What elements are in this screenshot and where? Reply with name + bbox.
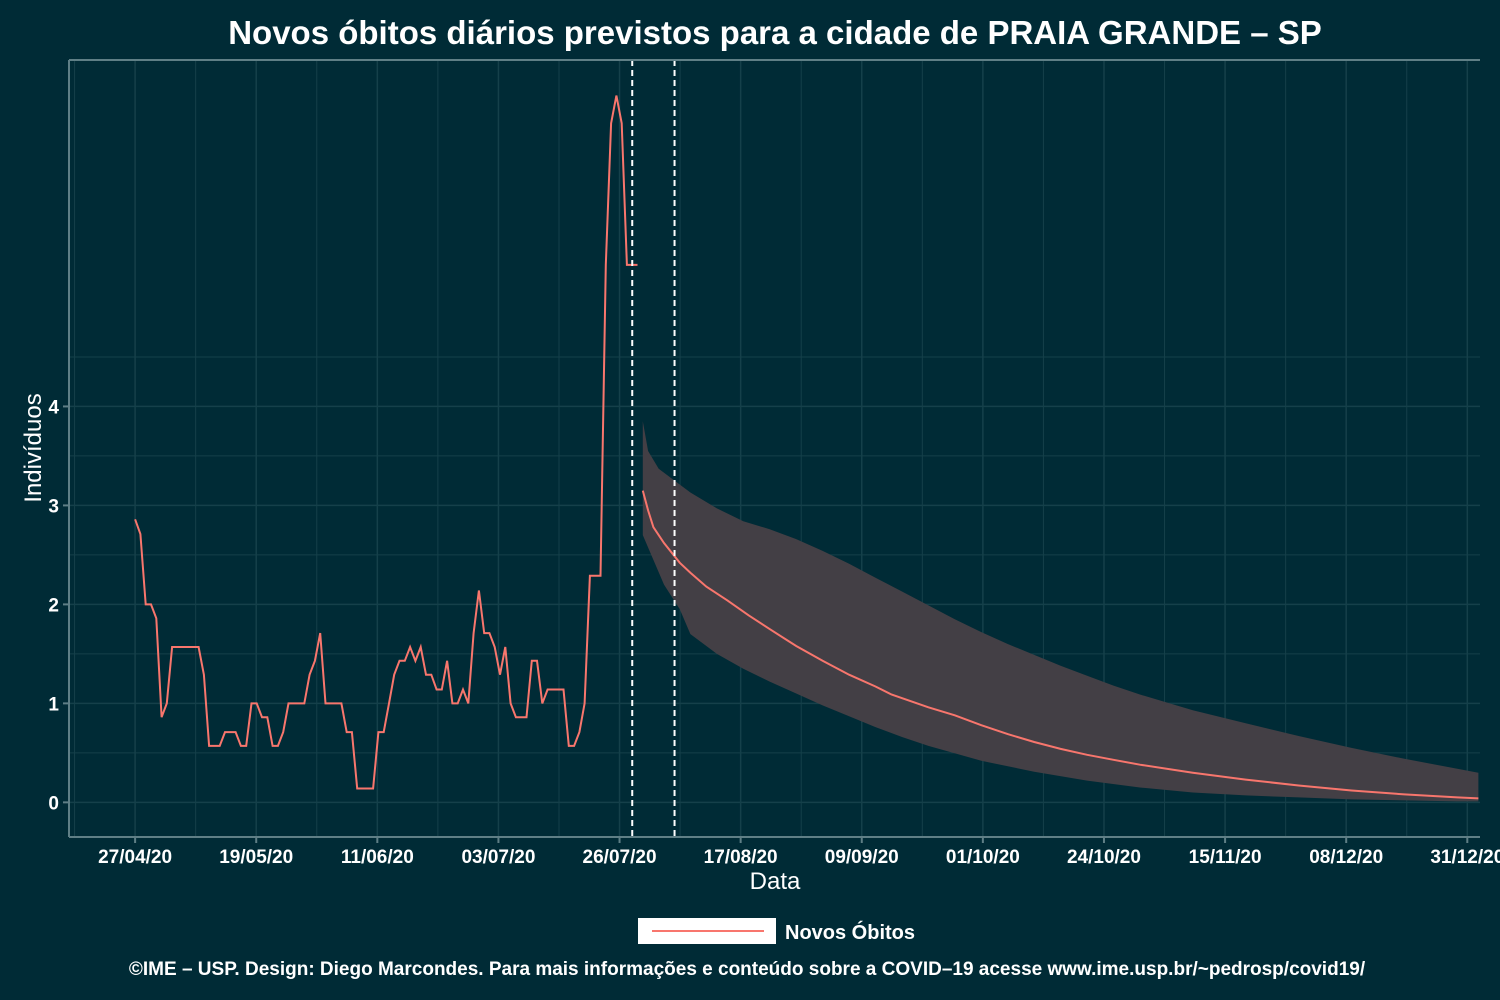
x-axis-title: Data (750, 868, 801, 895)
y-tick-label: 3 (48, 496, 59, 517)
plot-panel (69, 60, 1480, 837)
x-tick-label: 24/10/20 (1067, 847, 1141, 868)
forecast-band (642, 421, 1479, 802)
grid-lines (69, 60, 1480, 837)
y-axis-title: Indivíduos (20, 393, 47, 502)
x-tick-label: 27/04/20 (98, 847, 172, 868)
legend-label: Novos Óbitos (785, 920, 915, 944)
x-tick-label: 26/07/20 (583, 847, 657, 868)
x-tick-label: 31/12/20 (1430, 847, 1500, 868)
series-line-forecast (641, 490, 1479, 800)
series-layer (134, 95, 1479, 800)
x-tick-label: 08/12/20 (1309, 847, 1383, 868)
y-tick-labels: 0 1 2 3 4 (48, 397, 59, 814)
x-tick-labels: 27/04/20 19/05/20 11/06/20 03/07/20 26/07/20… (98, 847, 1500, 868)
series-line-observed (134, 95, 638, 790)
legend: Novos Óbitos (638, 918, 915, 944)
caption: ©IME – USP. Design: Diego Marcondes. Par… (129, 959, 1366, 980)
x-tick-label: 01/10/20 (946, 847, 1020, 868)
axes (63, 59, 1480, 843)
x-tick-label: 03/07/20 (461, 847, 535, 868)
x-tick-label: 09/09/20 (825, 847, 899, 868)
x-tick-label: 11/06/20 (341, 847, 414, 868)
y-tick-label: 1 (48, 694, 59, 715)
y-tick-label: 2 (48, 595, 59, 616)
chart-title: Novos óbitos diários previstos para a ci… (228, 14, 1322, 51)
x-tick-label: 19/05/20 (219, 847, 293, 868)
x-tick-label: 17/08/20 (704, 847, 778, 868)
y-tick-label: 4 (48, 397, 59, 418)
x-tick-label: 15/11/20 (1189, 847, 1262, 868)
y-tick-label: 0 (48, 793, 59, 814)
forecast-band-layer (642, 421, 1479, 802)
